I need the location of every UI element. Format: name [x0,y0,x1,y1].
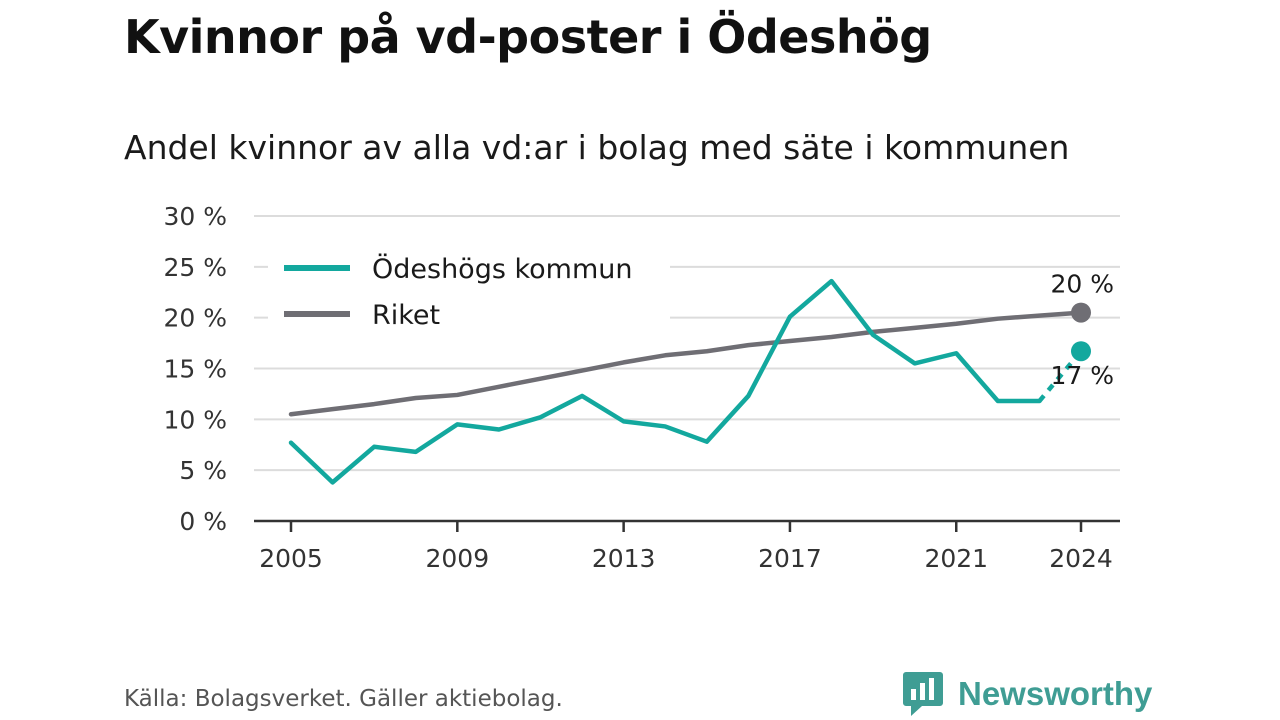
y-tick-label: 5 % [179,456,227,485]
legend-entry: Ödeshögs kommun [372,253,633,285]
x-tick-label: 2009 [426,544,490,573]
x-tick-label: 2024 [1049,544,1113,573]
x-axis-ticks: 2005 2009 2013 2017 2021 2024 [259,521,1113,573]
series-line [288,310,1084,417]
y-tick-label: 0 % [179,507,227,536]
y-tick-label: 20 % [163,304,227,333]
chart-subtitle: Andel kvinnor av alla vd:ar i bolag med … [124,128,1070,167]
y-tick-label: 15 % [163,355,227,384]
y-tick-label: 25 % [163,253,227,282]
legend-entry: Riket [372,300,440,331]
source-note: Källa: Bolagsverket. Gäller aktiebolag. [124,686,563,712]
chart-title: Kvinnor på vd-poster i Ödeshög [124,10,932,64]
brand-name: Newsworthy [958,675,1153,712]
series-line [288,278,1042,485]
y-tick-label: 10 % [163,405,227,434]
legend: Ödeshögs kommun Riket [268,238,670,338]
x-tick-label: 2021 [924,544,988,573]
x-tick-label: 2013 [592,544,656,573]
end-label-riket: 20 % [1050,270,1114,299]
y-axis-ticks: 0 % 5 % 10 % 15 % 20 % 25 % 30 % [163,202,227,536]
end-label-odeshog: 17 % [1050,361,1114,390]
newsworthy-logo-icon [903,672,943,716]
end-labels: 20 % 17 % [1050,270,1114,391]
legend-background [268,238,670,338]
y-tick-label: 30 % [163,202,227,231]
brand-logo: Newsworthy [902,670,1152,718]
series-lines [288,278,1091,485]
series-line-projection [1037,349,1083,403]
series-end-point [1071,302,1091,323]
x-tick-label: 2005 [259,544,323,573]
series-end-point [1071,341,1091,362]
x-tick-label: 2017 [758,544,822,573]
